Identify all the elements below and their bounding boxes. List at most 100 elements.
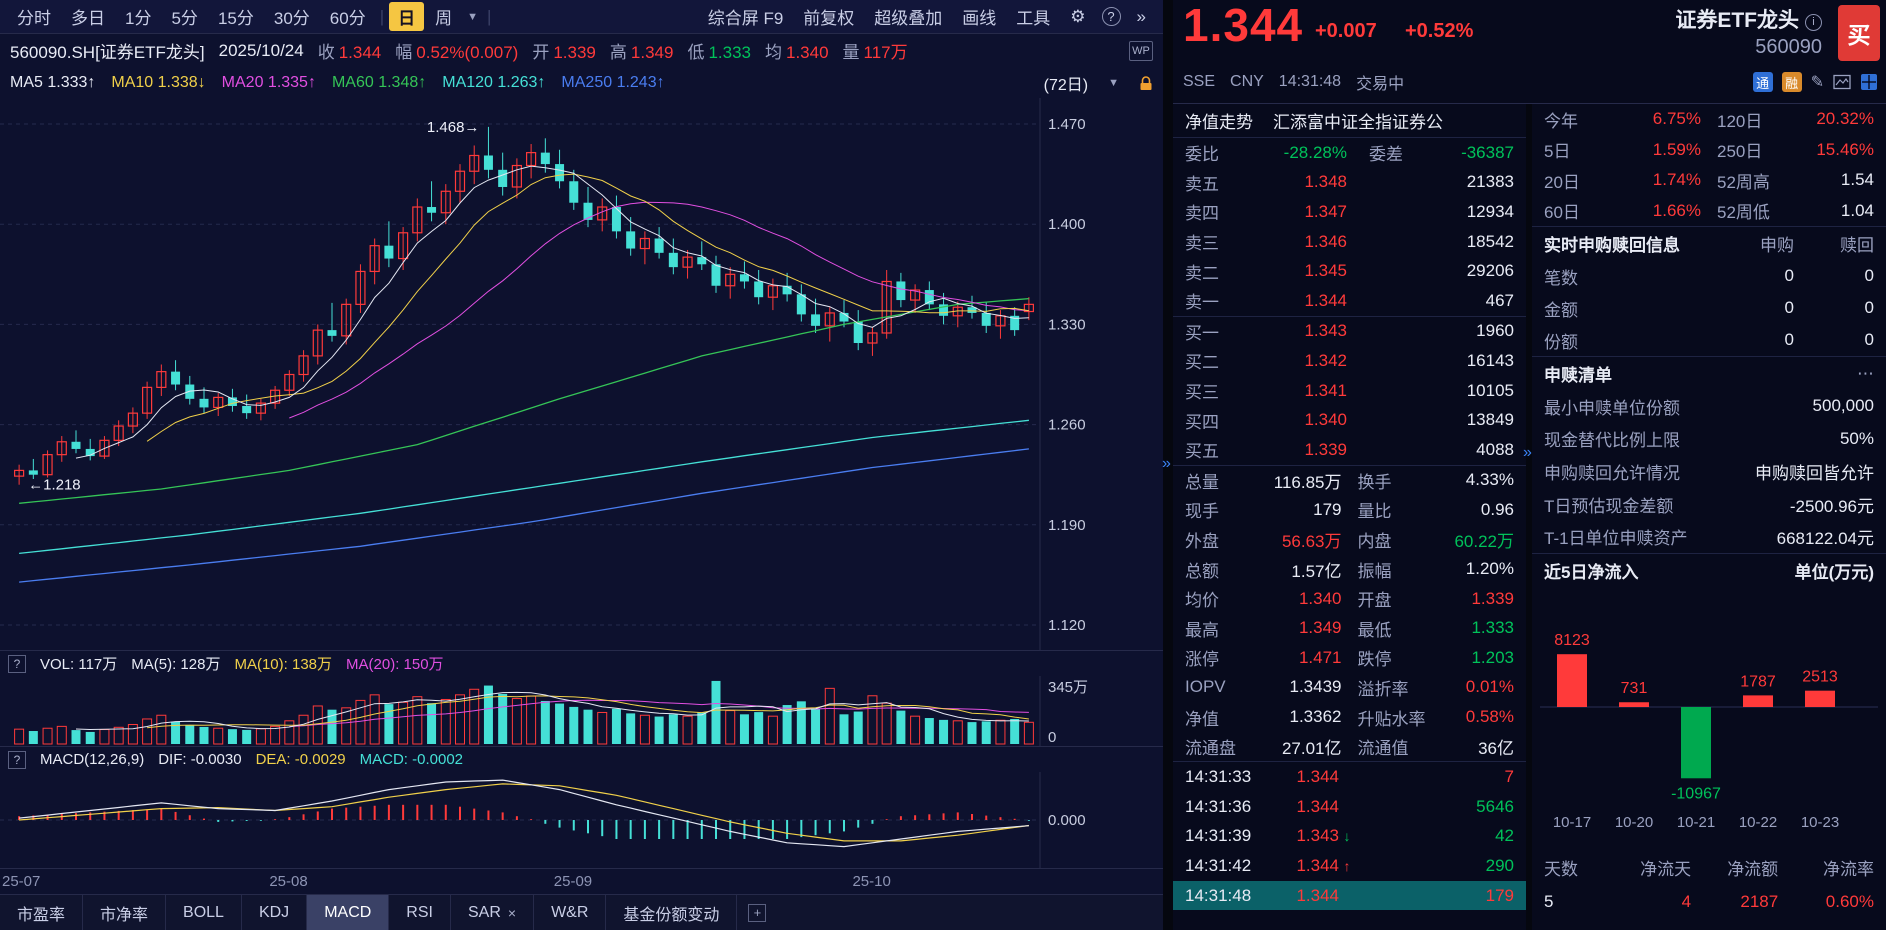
perf-label: 5日	[1544, 142, 1571, 162]
grid-layout-icon[interactable]	[1860, 73, 1878, 91]
image-icon[interactable]	[1833, 74, 1851, 90]
volume-header: ? VOL: 117万 MA(5): 128万 MA(10): 138万 MA(20):…	[0, 650, 1163, 676]
buy-button[interactable]: 买	[1838, 5, 1880, 61]
more-button[interactable]: ⋯	[1857, 363, 1874, 383]
ask-row[interactable]: 卖二 1.345 29206	[1173, 256, 1526, 286]
ma-item-MA5: MA5 1.333↑	[10, 73, 96, 91]
tab-SAR[interactable]: SAR ×	[451, 895, 535, 930]
help-icon[interactable]: ?	[8, 654, 26, 673]
tool-画线[interactable]: 画线	[962, 9, 997, 28]
redemption-row-label: T-1日单位申赎资产	[1544, 529, 1688, 549]
edit-icon[interactable]: ✎	[1810, 74, 1824, 91]
margin-tong-badge[interactable]: 通	[1752, 72, 1773, 92]
more-tools-icon[interactable]: »	[1136, 6, 1146, 26]
margin-rong-badge[interactable]: 融	[1781, 72, 1802, 92]
add-icon[interactable]: +	[748, 903, 767, 922]
lock-icon[interactable]	[1139, 75, 1153, 91]
ask-row[interactable]: 卖三 1.346 18542	[1173, 227, 1526, 257]
bid-row[interactable]: 买一 1.343 1960	[1173, 317, 1526, 347]
info-icon[interactable]: i	[1805, 13, 1822, 31]
range-dropdown-icon[interactable]: ▼	[1108, 76, 1119, 89]
svg-text:0: 0	[1048, 729, 1056, 746]
tick-row[interactable]: 14:31:42 1.344 ↑ 290	[1173, 851, 1526, 881]
wencai-icon[interactable]: WP	[1129, 40, 1153, 61]
tab-基金份额变动[interactable]: 基金份额变动	[606, 895, 738, 930]
collapse-icon[interactable]: »	[1523, 444, 1532, 461]
quote-subheader: SSE CNY 14:31:48 交易中 通 融 ✎	[1183, 70, 1878, 94]
tick-time: 14:31:33	[1185, 767, 1252, 787]
bid-row[interactable]: 买三 1.341 10105	[1173, 376, 1526, 406]
macd-svg[interactable]: 0.000	[0, 772, 1163, 868]
help-icon[interactable]: ?	[1101, 7, 1121, 26]
help-icon[interactable]: ?	[8, 750, 26, 769]
settings-gear-icon[interactable]: ⚙	[1070, 6, 1086, 26]
svg-text:8123: 8123	[1554, 632, 1590, 649]
tick-row[interactable]: 14:31:48 1.344 179	[1173, 880, 1526, 911]
redemption-row-value: 50%	[1839, 428, 1874, 448]
tab-RSI[interactable]: RSI	[389, 895, 451, 930]
tick-time: 14:31:48	[1185, 885, 1252, 905]
period-多日[interactable]: 多日	[71, 9, 105, 28]
candlestick-svg[interactable]: 1.470 1.400 1.330 1.260 1.190 1.120 1.468→ ←1.2…	[0, 98, 1163, 650]
period-30分[interactable]: 30分	[273, 9, 310, 28]
perf-value: 6.75%	[1652, 109, 1701, 129]
range-selector[interactable]: (72日)	[1043, 76, 1089, 94]
tab-W&R[interactable]: W&R	[534, 895, 607, 930]
period-周[interactable]: 周	[435, 9, 453, 28]
tool-超级叠加[interactable]: 超级叠加	[874, 9, 943, 28]
stat-label: 外盘	[1185, 532, 1219, 552]
field-低: 低 1.333	[687, 38, 751, 63]
ma-item-MA60: MA60 1.348↑	[331, 73, 427, 91]
period-分时[interactable]: 分时	[17, 9, 51, 28]
period-日[interactable]: 日	[389, 2, 425, 31]
perf-right: 250日 15.46%	[1717, 137, 1874, 162]
perf-right: 52周低 1.04	[1717, 198, 1874, 223]
perf-left: 20日 1.74%	[1544, 168, 1701, 193]
tool-前复权[interactable]: 前复权	[803, 9, 855, 28]
period-1分[interactable]: 1分	[125, 9, 152, 28]
tab-市净率[interactable]: 市净率	[83, 895, 167, 930]
fund-row: 净值走势 汇添富中证全指证券公	[1173, 104, 1526, 138]
tab-BOLL[interactable]: BOLL	[166, 895, 242, 930]
period-15分[interactable]: 15分	[217, 9, 254, 28]
instrument-code: 560090	[1755, 36, 1822, 58]
macd-chart[interactable]: 0.000	[0, 772, 1163, 868]
period-dropdown-icon[interactable]: ▼	[467, 10, 479, 23]
tick-row[interactable]: 14:31:33 1.344 7	[1173, 762, 1526, 792]
tab-close-icon[interactable]: ×	[507, 904, 517, 921]
panel-divider[interactable]: »	[1162, 0, 1173, 930]
ask-level-label: 卖五	[1185, 174, 1219, 194]
tool-工具[interactable]: 工具	[1016, 9, 1051, 28]
candlestick-chart[interactable]: 1.470 1.400 1.330 1.260 1.190 1.120 1.468→ ←1.2…	[0, 98, 1163, 650]
bid-row[interactable]: 买二 1.342 16143	[1173, 346, 1526, 376]
bid-row[interactable]: 买五 1.339 4088	[1173, 435, 1526, 465]
tab-MACD[interactable]: MACD	[307, 895, 390, 930]
period-5分[interactable]: 5分	[171, 9, 198, 28]
stat-label: 最高	[1185, 620, 1219, 640]
tool-综合屏 F9[interactable]: 综合屏 F9	[707, 9, 784, 28]
perf-value: 1.74%	[1652, 170, 1701, 190]
ma-indicator-bar: MA5 1.333↑ MA10 1.338↓ MA20 1.335↑ MA60 1.3…	[0, 67, 1163, 98]
chart-panel: 分时 多日 1分 5分 15分 30分 60分 | 日周 ▼ | 综合屏 F9 前复权 超级叠加 画线 工具 ⚙…	[0, 0, 1163, 930]
volume-chart[interactable]: 345万 0	[0, 676, 1163, 746]
inner-panel-divider[interactable]: »	[1523, 104, 1532, 930]
bid-row[interactable]: 买四 1.340 13849	[1173, 405, 1526, 435]
nav-trend-link[interactable]: 净值走势	[1185, 113, 1253, 132]
period-60分[interactable]: 60分	[329, 9, 366, 28]
tick-row[interactable]: 14:31:39 1.343 ↓ 42	[1173, 822, 1526, 852]
tick-price: 1.344	[1296, 767, 1339, 787]
ask-row[interactable]: 卖四 1.347 12934	[1173, 197, 1526, 227]
ask-row[interactable]: 卖一 1.344 467	[1173, 286, 1526, 316]
tick-row[interactable]: 14:31:36 1.344 5646	[1173, 792, 1526, 822]
add-indicator-tab[interactable]: +	[737, 895, 777, 930]
tab-市盈率[interactable]: 市盈率	[0, 895, 84, 930]
tab-KDJ[interactable]: KDJ	[242, 895, 308, 930]
collapse-icon[interactable]: »	[1162, 455, 1171, 472]
price-change: +0.007	[1315, 20, 1377, 42]
ask-row[interactable]: 卖五 1.348 21383	[1173, 168, 1526, 198]
volume-svg[interactable]: 345万 0	[0, 676, 1163, 746]
fund-name-link[interactable]: 汇添富中证全指证券公	[1273, 113, 1443, 132]
netflow-chart: 8123 10-17 731 10-20 -10967 10-21 1787 10-22 251…	[1532, 587, 1886, 837]
stats-row: 涨停 1.471 跌停 1.203	[1173, 643, 1526, 673]
stat-value: 36亿	[1478, 739, 1514, 759]
